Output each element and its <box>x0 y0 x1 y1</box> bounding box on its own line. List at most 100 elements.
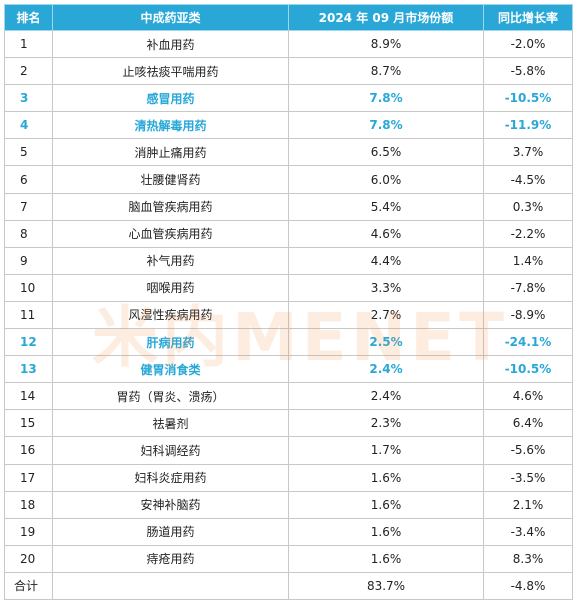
share-cell: 8.7% <box>288 57 484 86</box>
table-row: 1 补血用药 8.9% -2.0% <box>4 29 573 59</box>
share-cell: 4.4% <box>288 246 484 275</box>
share-cell: 2.3% <box>288 409 484 438</box>
header-share: 2024 年 09 月市场份额 <box>288 4 484 31</box>
growth-cell: -5.8% <box>483 57 573 86</box>
growth-cell: -7.8% <box>483 273 573 302</box>
table-row: 7 脑血管疾病用药 5.4% 0.3% <box>4 192 573 221</box>
table-row: 6 壮腰健肾药 6.0% -4.5% <box>4 165 573 194</box>
growth-cell: -8.9% <box>483 300 573 330</box>
category-cell: 祛暑剂 <box>52 409 289 438</box>
market-share-table: 排名 中成药亚类 2024 年 09 月市场份额 同比增长率 1 补血用药 8.9%… <box>4 4 573 600</box>
total-share-cell: 83.7% <box>288 571 484 600</box>
category-cell: 感冒用药 <box>52 84 289 113</box>
growth-cell: -4.5% <box>483 165 573 194</box>
table-row: 14 胃药（胃炎、溃疡） 2.4% 4.6% <box>4 382 573 411</box>
growth-cell: -10.5% <box>483 355 573 384</box>
category-cell: 心血管疾病用药 <box>52 219 289 248</box>
total-row: 合计 83.7% -4.8% <box>4 571 573 600</box>
share-cell: 2.7% <box>288 300 484 330</box>
total-category-cell <box>52 571 289 600</box>
table-row: 17 妇科炎症用药 1.6% -3.5% <box>4 463 573 492</box>
rank-cell: 6 <box>4 165 53 194</box>
share-cell: 2.4% <box>288 355 484 384</box>
table-row: 10 咽喉用药 3.3% -7.8% <box>4 273 573 302</box>
rank-cell: 8 <box>4 219 53 248</box>
rank-cell: 4 <box>4 111 53 140</box>
table-row: 19 肠道用药 1.6% -3.4% <box>4 517 573 546</box>
table-row: 8 心血管疾病用药 4.6% -2.2% <box>4 219 573 248</box>
growth-cell: 2.1% <box>483 490 573 519</box>
table-row: 13 健胃消食类 2.4% -10.5% <box>4 355 573 384</box>
rank-cell: 2 <box>4 57 53 86</box>
table-row: 16 妇科调经药 1.7% -5.6% <box>4 436 573 465</box>
table-row: 20 痔疮用药 1.6% 8.3% <box>4 544 573 573</box>
share-cell: 4.6% <box>288 219 484 248</box>
category-cell: 咽喉用药 <box>52 273 289 302</box>
table-row: 15 祛暑剂 2.3% 6.4% <box>4 409 573 438</box>
table-header-row: 排名 中成药亚类 2024 年 09 月市场份额 同比增长率 <box>4 4 573 31</box>
rank-cell: 9 <box>4 246 53 275</box>
share-cell: 7.8% <box>288 84 484 113</box>
header-category: 中成药亚类 <box>52 4 289 31</box>
table-row: 3 感冒用药 7.8% -10.5% <box>4 84 573 113</box>
rank-cell: 18 <box>4 490 53 519</box>
rank-cell: 15 <box>4 409 53 438</box>
rank-cell: 20 <box>4 544 53 573</box>
rank-cell: 14 <box>4 382 53 411</box>
share-cell: 8.9% <box>288 29 484 59</box>
growth-cell: -3.5% <box>483 463 573 492</box>
category-cell: 清热解毒用药 <box>52 111 289 140</box>
growth-cell: -2.2% <box>483 219 573 248</box>
share-cell: 5.4% <box>288 192 484 221</box>
share-cell: 1.6% <box>288 544 484 573</box>
table-row: 11 风湿性疾病用药 2.7% -8.9% <box>4 300 573 330</box>
table-row: 9 补气用药 4.4% 1.4% <box>4 246 573 275</box>
header-rank: 排名 <box>4 4 53 31</box>
category-cell: 胃药（胃炎、溃疡） <box>52 382 289 411</box>
growth-cell: 1.4% <box>483 246 573 275</box>
total-label-cell: 合计 <box>4 571 53 600</box>
growth-cell: -2.0% <box>483 29 573 59</box>
growth-cell: -3.4% <box>483 517 573 546</box>
share-cell: 1.7% <box>288 436 484 465</box>
rank-cell: 3 <box>4 84 53 113</box>
growth-cell: 6.4% <box>483 409 573 438</box>
rank-cell: 10 <box>4 273 53 302</box>
table-row: 18 安神补脑药 1.6% 2.1% <box>4 490 573 519</box>
table-body: 1 补血用药 8.9% -2.0% 2 止咳祛痰平喘用药 8.7% -5.8% 3 感冒用药 7.8… <box>4 29 573 600</box>
rank-cell: 16 <box>4 436 53 465</box>
rank-cell: 11 <box>4 300 53 330</box>
share-cell: 7.8% <box>288 111 484 140</box>
growth-cell: 8.3% <box>483 544 573 573</box>
category-cell: 补气用药 <box>52 246 289 275</box>
table-row: 12 肝病用药 2.5% -24.1% <box>4 328 573 357</box>
category-cell: 肝病用药 <box>52 328 289 357</box>
growth-cell: 0.3% <box>483 192 573 221</box>
growth-cell: 4.6% <box>483 382 573 411</box>
category-cell: 安神补脑药 <box>52 490 289 519</box>
category-cell: 健胃消食类 <box>52 355 289 384</box>
category-cell: 补血用药 <box>52 29 289 59</box>
total-growth-cell: -4.8% <box>483 571 573 600</box>
share-cell: 2.4% <box>288 382 484 411</box>
share-cell: 6.0% <box>288 165 484 194</box>
category-cell: 消肿止痛用药 <box>52 138 289 167</box>
category-cell: 壮腰健肾药 <box>52 165 289 194</box>
table-row: 4 清热解毒用药 7.8% -11.9% <box>4 111 573 140</box>
share-cell: 3.3% <box>288 273 484 302</box>
header-growth: 同比增长率 <box>483 4 573 31</box>
growth-cell: 3.7% <box>483 138 573 167</box>
rank-cell: 12 <box>4 328 53 357</box>
category-cell: 妇科调经药 <box>52 436 289 465</box>
category-cell: 痔疮用药 <box>52 544 289 573</box>
table-row: 5 消肿止痛用药 6.5% 3.7% <box>4 138 573 167</box>
growth-cell: -5.6% <box>483 436 573 465</box>
rank-cell: 13 <box>4 355 53 384</box>
category-cell: 妇科炎症用药 <box>52 463 289 492</box>
share-cell: 1.6% <box>288 517 484 546</box>
rank-cell: 19 <box>4 517 53 546</box>
category-cell: 止咳祛痰平喘用药 <box>52 57 289 86</box>
growth-cell: -11.9% <box>483 111 573 140</box>
growth-cell: -10.5% <box>483 84 573 113</box>
share-cell: 1.6% <box>288 463 484 492</box>
